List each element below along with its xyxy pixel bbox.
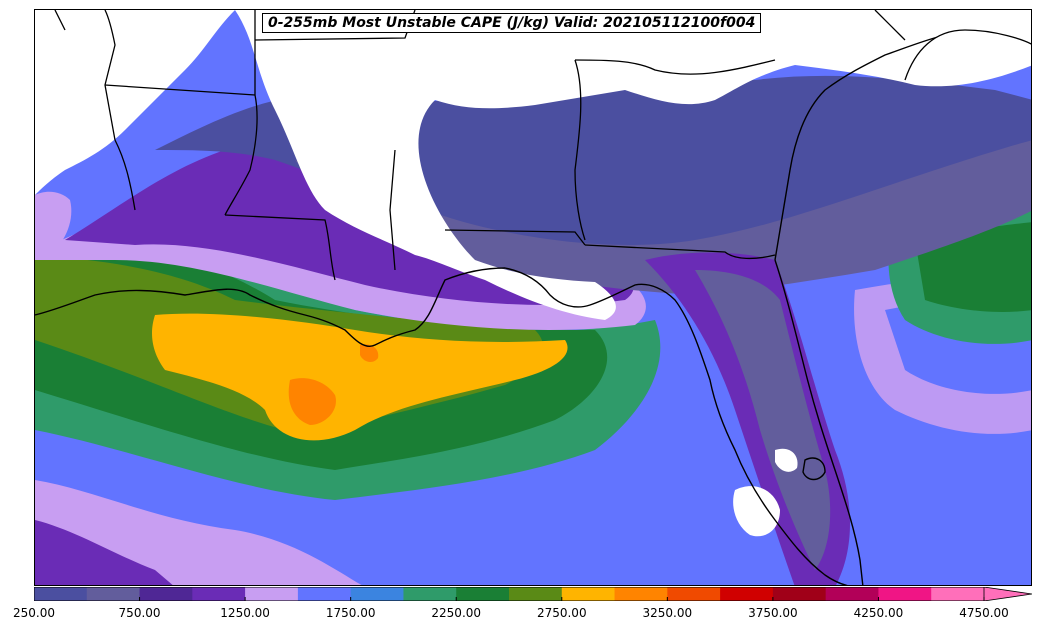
border-georgia-florida: [584, 244, 776, 260]
colorbar-tick-label: 1250.00: [220, 606, 270, 620]
colorbar-segment: [192, 587, 246, 601]
colorbar-tick-label: 3750.00: [748, 606, 798, 620]
border-texas-louisiana: [114, 139, 136, 211]
gulf-coastline: [35, 267, 848, 585]
cape-mask-patch-2: [775, 448, 798, 472]
colorbar-tick-label: 3250.00: [642, 606, 693, 620]
colorbar-segment: [614, 587, 668, 601]
colorbar-segment: [509, 587, 563, 601]
colorbar-segment: [667, 587, 721, 601]
colorbar-tick-label: 4250.00: [853, 606, 904, 620]
cape-contour-orange: [288, 378, 336, 425]
border-mississippi-river: [224, 94, 258, 216]
cape-mask-texas-edge: [35, 191, 72, 255]
colorbar-segment: [34, 587, 88, 601]
colorbar-tick-label: 2750.00: [536, 606, 587, 620]
colorbar-segment: [245, 587, 299, 601]
atlantic-coastline: [774, 34, 946, 261]
cape-contour-orange-2: [360, 344, 379, 362]
lake-okeechobee: [802, 457, 826, 481]
border-alabama-georgia: [574, 59, 586, 241]
border-nc-sc: [874, 10, 906, 41]
border-oklahoma-arkansas: [104, 10, 116, 141]
cape-mask-patch-1: [733, 486, 780, 537]
colorbar-segment: [297, 587, 352, 601]
cape-contour-florida-slate: [695, 270, 831, 570]
cape-mask-land-nw: [35, 10, 235, 195]
colorbar-segment: [931, 587, 985, 601]
colorbar-segment: [878, 587, 932, 601]
cape-cod-arc: [904, 29, 1031, 81]
colorbar-tick-label: 750.00: [118, 606, 161, 620]
cape-contour-gray-north: [295, 140, 1031, 295]
colorbar-segment: [403, 587, 457, 601]
cape-map: [35, 10, 1031, 585]
colorbar-segment: [825, 587, 879, 601]
colorbar-tick-label: 1750.00: [325, 606, 376, 620]
colorbar-segment: [350, 587, 404, 601]
map-panel: [34, 9, 1032, 586]
border-mississippi-alabama: [389, 149, 396, 271]
colorbar-extend-arrow: [983, 587, 1032, 601]
coastlines: [35, 34, 946, 585]
colorbar-tick-label: 4750.00: [959, 606, 1009, 620]
border-texas-oklahoma: [54, 10, 66, 31]
cape-mask-land: [35, 10, 1031, 320]
colorbar-segment: [86, 587, 141, 601]
border-georgia-carolina: [574, 59, 776, 75]
colorbar-svg: [34, 587, 1032, 601]
cape-contour-yellow: [152, 313, 568, 441]
border-arkansas-louisiana: [104, 84, 256, 96]
colorbar-segment: [561, 587, 616, 601]
colorbar-tick-label: 2250.00: [431, 606, 482, 620]
colorbar-segment: [456, 587, 510, 601]
border-louisiana-mississippi: [224, 214, 336, 281]
border-alabama-florida: [444, 229, 586, 246]
colorbar-tick-label: 250.00: [13, 606, 55, 620]
colorbar-segment: [772, 587, 827, 601]
state-borders: [54, 10, 906, 281]
colorbar: [34, 587, 1032, 601]
colorbar-segment: [139, 587, 193, 601]
colorbar-segment: [720, 587, 774, 601]
cape-contour-purple-sw: [35, 520, 173, 585]
florida-atlantic-coast: [774, 259, 864, 585]
map-title: 0-255mb Most Unstable CAPE (J/kg) Valid:…: [262, 13, 762, 33]
